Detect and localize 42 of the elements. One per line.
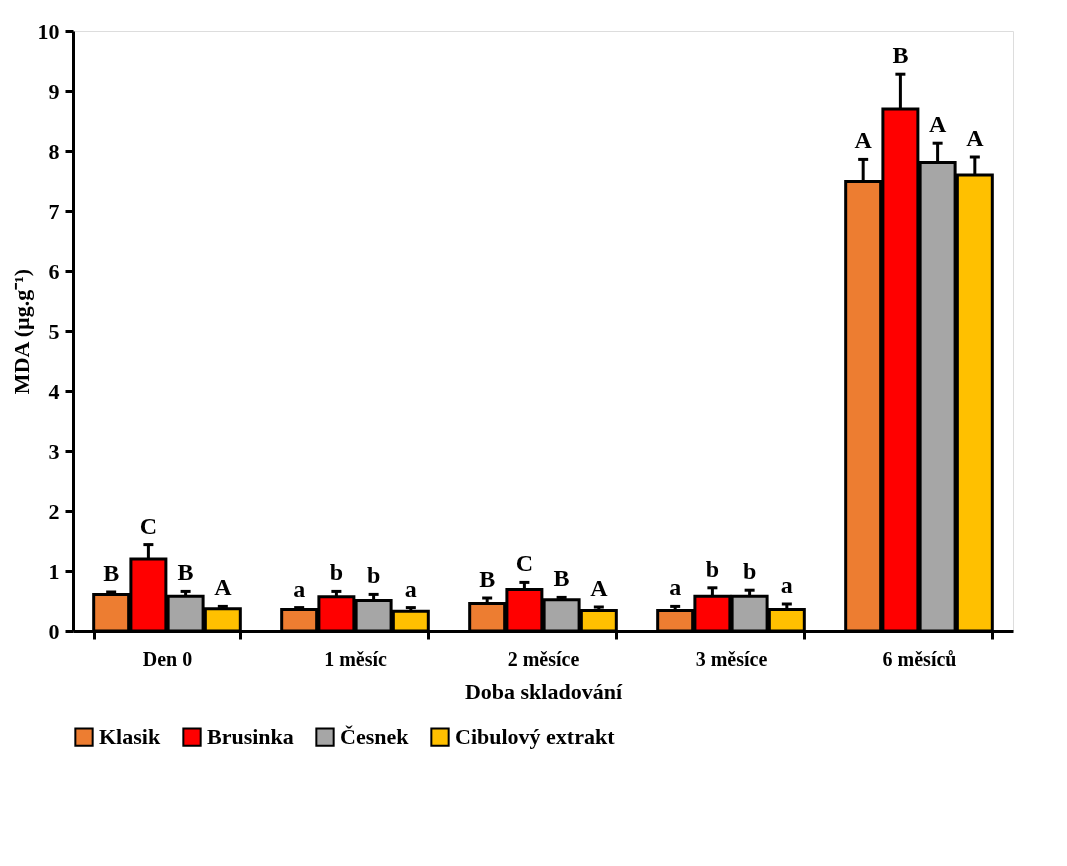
x-tick-label: 3 měsíce xyxy=(695,647,768,670)
legend-label: Klasik xyxy=(99,724,161,750)
annotation: b xyxy=(366,562,381,589)
legend-label: Česnek xyxy=(340,724,410,750)
x-tick-label: 6 měsíců xyxy=(882,647,957,670)
x-tick-label: Den 0 xyxy=(142,647,193,670)
annotation: A xyxy=(214,574,233,601)
annotation: b xyxy=(742,558,757,585)
x-axis-title: Doba skladování xyxy=(464,678,623,704)
legend-label: Brusinka xyxy=(207,724,294,750)
y-tick-label: 3 xyxy=(48,438,60,464)
y-tick-label: 10 xyxy=(37,18,60,44)
annotation: A xyxy=(854,127,873,154)
annotation: C xyxy=(515,550,534,577)
annotation: A xyxy=(590,575,609,601)
annotation: A xyxy=(928,111,947,138)
annotation: B xyxy=(892,42,909,69)
y-tick-label: 5 xyxy=(48,318,60,344)
annotation: a xyxy=(404,575,417,602)
annotation: b xyxy=(705,555,720,582)
y-tick-label: 6 xyxy=(48,258,60,284)
annotation: B xyxy=(479,566,496,592)
y-tick-label: 1 xyxy=(48,558,60,584)
y-tick-label: 2 xyxy=(48,498,60,524)
annotation: B xyxy=(553,565,570,592)
y-tick-label: 8 xyxy=(48,138,60,164)
annotation: C xyxy=(139,512,158,539)
annotation: a xyxy=(293,575,306,602)
x-tick-label: 2 měsíce xyxy=(507,647,580,670)
y-tick-label: 4 xyxy=(48,378,60,404)
x-tick-label: 1 měsíc xyxy=(324,647,387,670)
y-tick-label: 9 xyxy=(48,78,60,104)
annotation: b xyxy=(329,559,344,586)
y-axis-title: MDA (µg.g⁻¹) xyxy=(8,268,34,395)
annotation: B xyxy=(177,559,194,586)
y-tick-label: 7 xyxy=(48,198,60,224)
y-tick-label: 0 xyxy=(48,618,60,644)
annotation: a xyxy=(780,572,793,598)
legend-label: Cibulový extrakt xyxy=(455,724,616,750)
annotation: a xyxy=(669,574,682,601)
annotation: B xyxy=(103,560,120,586)
annotation: A xyxy=(966,125,985,151)
